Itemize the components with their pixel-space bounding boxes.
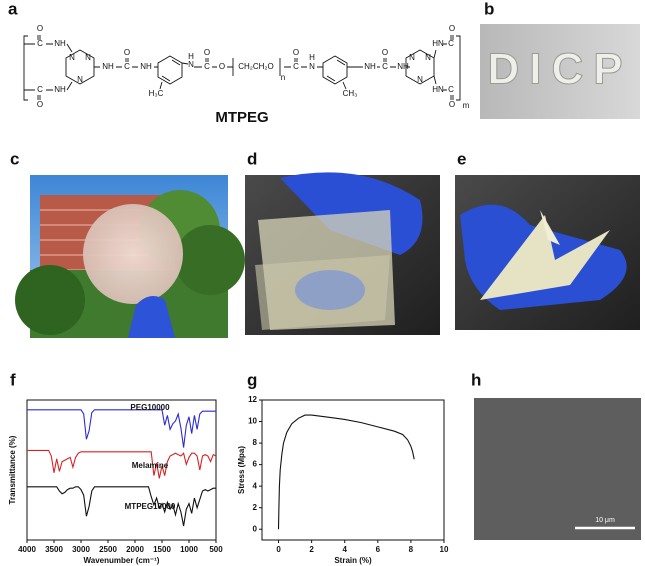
x-tick-label: 500 [209, 545, 223, 554]
data-line [277, 414, 415, 530]
x-tick-label: 2000 [126, 545, 144, 554]
atom-label: O [204, 48, 210, 57]
atom-label: N [77, 75, 83, 84]
x-tick-label: 4 [343, 545, 348, 554]
atom-label: N [69, 53, 75, 62]
panel-labels: a b c d e f g h [8, 0, 494, 389]
atom-label: HN [432, 39, 444, 48]
x-axis-label: Strain (%) [334, 556, 372, 565]
data-line [27, 409, 216, 448]
atom-label: O [382, 48, 388, 57]
x-tick-label: 3500 [45, 545, 63, 554]
panel-label: f [10, 370, 16, 389]
data-line [27, 486, 216, 527]
charts: 4000 3500 3000 2500 2000 1500 1000 500Wavenumbe… [8, 395, 449, 565]
x-tick-label: 6 [376, 545, 381, 554]
atom-label: C [204, 62, 210, 71]
plot-frame [261, 399, 445, 541]
atom-label: C [448, 39, 454, 48]
atom-label: N [188, 60, 194, 69]
panel-label: d [247, 149, 257, 168]
atom-label: H₃C [149, 89, 164, 98]
atom-label: CH₂CH₂O [238, 62, 274, 71]
structure-bonds [23, 35, 461, 101]
atom-label: O [37, 100, 43, 109]
panel-label: c [10, 149, 19, 168]
y-tick-label: 2 [253, 503, 258, 512]
panel-label: h [471, 370, 481, 389]
x-tick-label: 4000 [18, 545, 36, 554]
atom-label: HN [432, 85, 444, 94]
x-tick-label: 8 [409, 545, 414, 554]
atom-label: NH [102, 62, 114, 71]
atom-label: C [124, 62, 130, 71]
photo-d [245, 172, 440, 335]
panel-label: g [247, 370, 257, 389]
atom-label: m [463, 101, 470, 110]
x-tick-label: 2 [309, 545, 314, 554]
series-label: MTPEG10000 [125, 502, 176, 511]
atom-label: C [293, 62, 299, 71]
atom-label: O [37, 24, 43, 33]
photo-e [455, 175, 640, 330]
y-tick-label: 6 [253, 460, 258, 469]
atom-label: C [448, 85, 454, 94]
atom-label: H [188, 52, 194, 61]
atom-label: NH [54, 39, 66, 48]
atom-label: O [449, 24, 455, 33]
atom-label: N [417, 75, 423, 84]
x-tick-label: 10 [440, 545, 449, 554]
atom-label: NH [364, 62, 376, 71]
photo-text: DICP [487, 45, 632, 94]
x-tick-label: 1500 [153, 545, 171, 554]
atom-label: C [37, 39, 43, 48]
atom-label: N [425, 53, 431, 62]
atom-label: O [449, 100, 455, 109]
panel-label: a [8, 0, 18, 18]
y-tick-label: 12 [248, 395, 257, 404]
scale-bar-label: 10 μm [595, 517, 615, 524]
atom-label: N [85, 53, 91, 62]
data-line [27, 449, 217, 479]
atom-label: NH [54, 85, 66, 94]
y-tick-label: 10 [248, 417, 257, 426]
atom-label: NH [140, 62, 152, 71]
atom-label: O [293, 48, 299, 57]
y-axis-label: Transmittance (%) [8, 435, 17, 504]
atom-label: O [219, 62, 225, 71]
plot-frame [26, 399, 217, 541]
atom-label: N [309, 62, 315, 71]
atom-label: H [309, 53, 315, 62]
compound-name: MTPEG [215, 109, 268, 126]
photo-h: 10 μm [474, 398, 641, 540]
atom-label: n [281, 73, 285, 82]
atom-label: N [409, 53, 415, 62]
y-tick-label: 0 [253, 524, 258, 533]
x-tick-label: 2500 [99, 545, 117, 554]
atom-label: CH₃ [343, 89, 358, 98]
atom-label: O [124, 48, 130, 57]
panel-label: b [484, 0, 494, 18]
y-tick-label: 4 [253, 481, 258, 490]
x-axis-label: Wavenumber (cm⁻¹) [84, 556, 160, 565]
x-tick-label: 0 [276, 545, 281, 554]
x-tick-label: 3000 [72, 545, 90, 554]
photo-b: DICP [480, 24, 640, 119]
y-axis-label: Stress (Mpa) [237, 446, 246, 494]
photo-c [15, 175, 245, 338]
atom-label: NH [397, 62, 409, 71]
atom-label: C [382, 62, 388, 71]
atom-label: C [37, 85, 43, 94]
panel-label: e [457, 149, 466, 168]
x-tick-label: 1000 [180, 545, 198, 554]
series-label: Melamine [132, 461, 169, 470]
y-tick-label: 8 [253, 438, 258, 447]
series-label: PEG10000 [130, 403, 170, 412]
